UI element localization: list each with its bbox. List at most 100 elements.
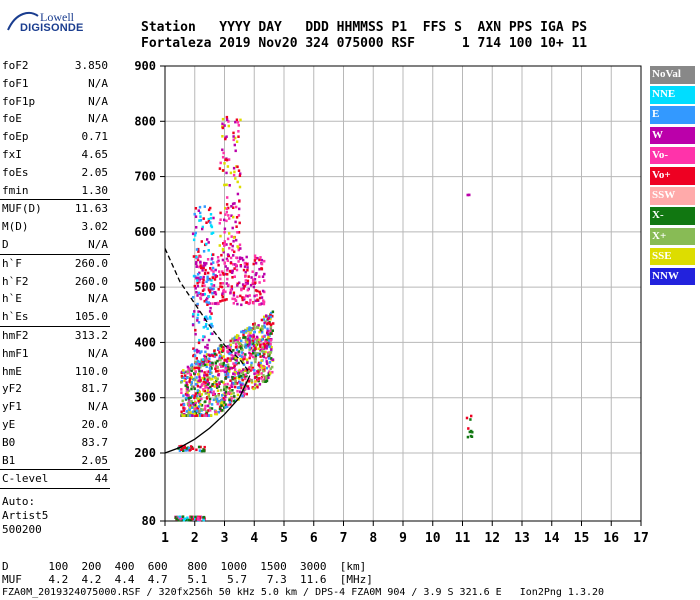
echo-point — [222, 363, 225, 366]
echo-point — [204, 358, 208, 362]
echo-point — [245, 262, 248, 266]
echo-point — [261, 275, 265, 278]
echo-point — [214, 370, 218, 373]
echo-point — [253, 337, 256, 341]
echo-point — [234, 351, 237, 355]
echo-point — [238, 375, 241, 378]
echo-point — [218, 221, 221, 225]
echo-point — [261, 346, 265, 349]
echo-point — [261, 367, 265, 371]
echo-point — [236, 334, 239, 337]
echo-point — [191, 395, 194, 398]
echo-point — [263, 272, 266, 276]
echo-point — [225, 118, 229, 121]
echo-point — [237, 361, 240, 365]
echo-point — [212, 295, 215, 299]
echo-point — [192, 238, 196, 242]
echo-point — [248, 346, 252, 349]
echo-point — [252, 335, 255, 338]
echo-point — [246, 327, 249, 330]
echo-point — [248, 378, 251, 381]
echo-point — [211, 325, 214, 328]
param-name: fmin — [2, 183, 29, 197]
echo-point — [183, 379, 186, 383]
echo-point — [196, 384, 200, 388]
echo-point — [255, 370, 259, 373]
echo-point — [268, 361, 272, 364]
echo-point — [190, 383, 193, 387]
echo-point — [262, 299, 265, 302]
echo-point — [248, 294, 251, 297]
echo-point — [238, 221, 241, 225]
echo-point — [189, 411, 192, 414]
echo-point — [232, 135, 235, 138]
echo-point — [233, 170, 236, 174]
echo-point — [229, 403, 232, 406]
echo-point — [203, 382, 206, 386]
echo-point — [231, 337, 234, 341]
echo-point — [265, 347, 268, 350]
echo-point — [233, 297, 236, 301]
echo-point — [192, 403, 195, 406]
echo-point — [175, 517, 178, 521]
echo-point — [190, 385, 194, 388]
echo-point — [253, 372, 256, 375]
echo-point — [232, 392, 235, 395]
echo-point — [470, 429, 473, 433]
echo-point — [257, 324, 260, 327]
param-row-d: D N/A — [0, 236, 110, 254]
echo-point — [203, 408, 207, 411]
echo-point — [187, 389, 191, 392]
echo-point — [262, 374, 265, 377]
echo-point — [237, 124, 240, 127]
legend-item-xplus: X+ — [650, 227, 695, 246]
echo-point — [216, 256, 220, 259]
echo-point — [221, 258, 225, 262]
param-row-foes: foEs 2.05 — [0, 164, 110, 182]
echo-point — [238, 390, 242, 394]
echo-point — [256, 352, 259, 355]
echo-point — [227, 120, 230, 123]
echo-point — [244, 270, 247, 274]
echo-point — [256, 298, 259, 302]
echo-point — [198, 377, 202, 381]
echo-point — [188, 449, 191, 452]
echo-point — [197, 379, 200, 383]
echo-point — [221, 148, 224, 152]
echo-point — [189, 445, 193, 448]
echo-point — [216, 365, 219, 369]
dashed-curve — [164, 248, 251, 374]
echo-point — [242, 361, 245, 365]
echo-point — [192, 255, 196, 258]
echo-point — [202, 380, 205, 384]
echo-point — [221, 135, 224, 138]
echo-point — [264, 375, 268, 378]
echo-point — [218, 363, 222, 366]
echo-point — [230, 357, 234, 360]
echo-point — [211, 257, 214, 260]
echo-point — [186, 414, 190, 417]
echo-point — [262, 300, 266, 304]
echo-point — [182, 446, 185, 450]
echo-point — [190, 402, 193, 405]
echo-point — [218, 351, 221, 354]
echo-point — [258, 290, 261, 294]
echo-point — [196, 406, 199, 410]
echo-point — [210, 312, 213, 315]
param-name: foEs — [2, 165, 29, 179]
echo-point — [240, 287, 243, 291]
echo-point — [190, 387, 193, 391]
echo-point — [238, 342, 241, 346]
echo-point — [260, 372, 263, 375]
echo-point — [233, 275, 236, 278]
echo-point — [229, 256, 233, 260]
echo-point — [205, 360, 209, 363]
legend-item-vominus: Vo- — [650, 146, 695, 165]
echo-point — [217, 369, 220, 373]
echo-point — [237, 130, 240, 133]
echo-point — [214, 362, 217, 365]
echo-point — [178, 445, 181, 448]
echo-point — [197, 390, 200, 394]
echo-point — [221, 122, 224, 126]
